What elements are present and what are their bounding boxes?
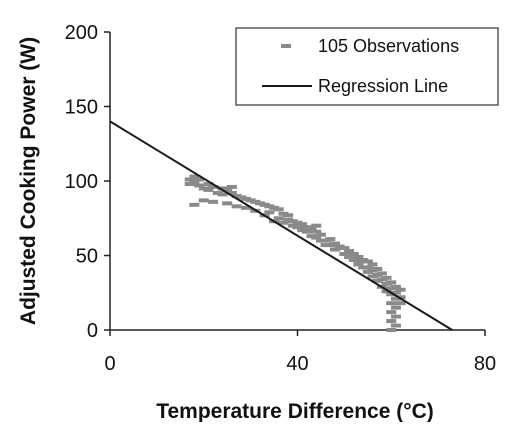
legend-box — [235, 27, 499, 106]
regression-line — [109, 120, 453, 331]
x-tick-label: 80 — [474, 353, 496, 375]
legend: 105 Observations Regression Line — [235, 27, 499, 106]
y-tick-label: 200 — [65, 22, 98, 44]
axes — [104, 31, 486, 336]
x-tick-label: 40 — [286, 353, 308, 375]
tick-labels: 0 50 100 150 200 0 40 80 — [65, 22, 497, 375]
legend-regression-label: Regression Line — [318, 76, 448, 96]
y-tick-label: 150 — [65, 97, 98, 119]
y-axis-title: Adjusted Cooking Power (W) — [17, 37, 40, 325]
y-tick-label: 100 — [65, 171, 98, 193]
legend-observations-label: 105 Observations — [318, 36, 459, 56]
y-tick-label: 0 — [87, 320, 98, 342]
observation-points — [184, 174, 406, 332]
x-axis-title: Temperature Difference (°C) — [156, 400, 434, 422]
x-tick-label: 0 — [104, 353, 115, 375]
y-tick-label: 50 — [76, 246, 98, 268]
regression-line-layer — [109, 120, 453, 331]
